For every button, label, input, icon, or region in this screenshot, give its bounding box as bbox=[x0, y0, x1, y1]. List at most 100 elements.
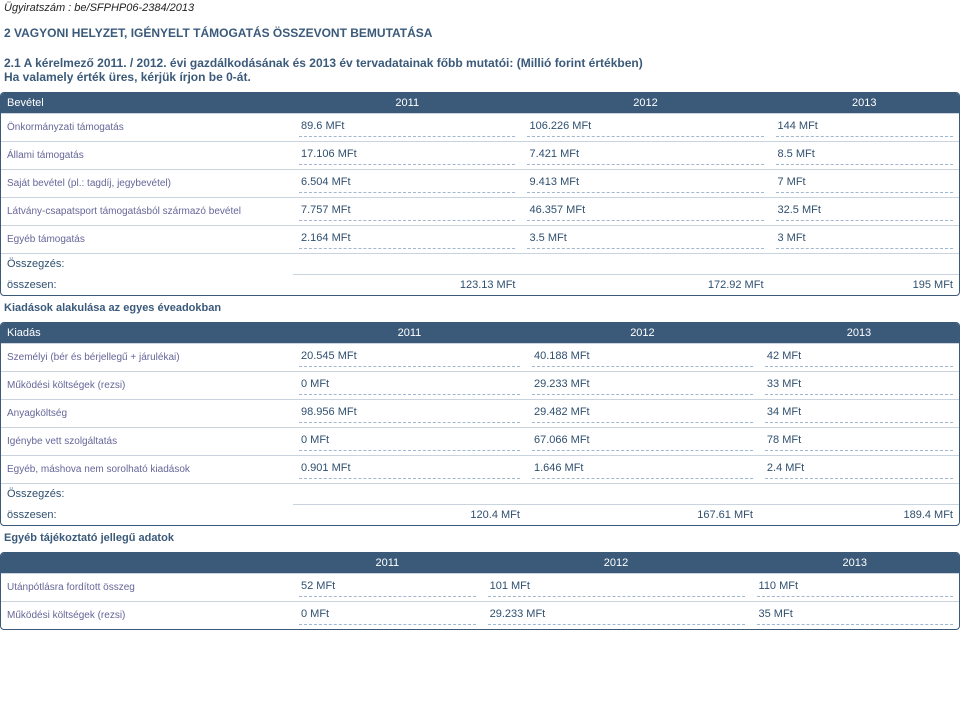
bevetel-row-label: Állami támogatás bbox=[1, 141, 293, 169]
kiadas-sum: 189.4 MFt bbox=[759, 504, 959, 525]
kiadas-value: 0 MFt bbox=[299, 376, 520, 395]
egyeb-cell: 101 MFt bbox=[482, 573, 751, 601]
bevetel-cell: 7.757 MFt bbox=[293, 197, 521, 225]
egyeb-row-label: Működési költségek (rezsi) bbox=[1, 601, 293, 629]
kiadas-row-label: Egyéb, máshova nem sorolható kiadások bbox=[1, 455, 293, 483]
kiadas-cell: 33 MFt bbox=[759, 371, 959, 399]
kiadas-sum-label1: Összegzés: bbox=[1, 483, 959, 504]
egyeb-value: 29.233 MFt bbox=[488, 606, 745, 625]
kiadas-cell: 78 MFt bbox=[759, 427, 959, 455]
bevetel-row-label: Saját bevétel (pl.: tagdíj, jegybevétel) bbox=[1, 169, 293, 197]
subtitle: 2.1 A kérelmező 2011. / 2012. évi gazdál… bbox=[0, 52, 960, 70]
kiadas-value: 0.901 MFt bbox=[299, 460, 520, 479]
kiadas-cell: 29.233 MFt bbox=[526, 371, 759, 399]
bevetel-value: 144 MFt bbox=[776, 118, 954, 137]
kiadas-cell: 20.545 MFt bbox=[293, 343, 526, 371]
egyeb-cell: 29.233 MFt bbox=[482, 601, 751, 629]
egyeb-cell: 110 MFt bbox=[751, 573, 959, 601]
kiadas-header: Kiadás bbox=[1, 323, 293, 343]
bevetel-value: 32.5 MFt bbox=[776, 202, 954, 221]
egyeb-cell: 35 MFt bbox=[751, 601, 959, 629]
egyeb-table: 2011 2012 2013 Utánpótlásra fordított ös… bbox=[0, 552, 960, 630]
egyeb-cell: 52 MFt bbox=[293, 573, 482, 601]
year-2011: 2011 bbox=[293, 93, 521, 113]
kiadas-table: Kiadás 2011 2012 2013 Személyi (bér és b… bbox=[0, 322, 960, 526]
kiadas-sum: 167.61 MFt bbox=[526, 504, 759, 525]
kiadas-value: 33 MFt bbox=[765, 376, 953, 395]
kiadas-cell: 40.188 MFt bbox=[526, 343, 759, 371]
bevetel-value: 106.226 MFt bbox=[527, 118, 763, 137]
bevetel-value: 46.357 MFt bbox=[527, 202, 763, 221]
kiadas-cell: 34 MFt bbox=[759, 399, 959, 427]
year-2011: 2011 bbox=[293, 323, 526, 343]
bevetel-row-label: Önkormányzati támogatás bbox=[1, 113, 293, 141]
bevetel-cell: 8.5 MFt bbox=[770, 141, 960, 169]
kiadas-cell: 2.4 MFt bbox=[759, 455, 959, 483]
kiadas-sum-label2: összesen: bbox=[1, 504, 293, 525]
bevetel-cell: 9.413 MFt bbox=[521, 169, 769, 197]
bevetel-cell: 32.5 MFt bbox=[770, 197, 960, 225]
kiadas-row-label: Anyagköltség bbox=[1, 399, 293, 427]
year-2013: 2013 bbox=[770, 93, 960, 113]
bevetel-table: Bevétel 2011 2012 2013 Önkormányzati tám… bbox=[0, 92, 960, 296]
doc-number: Ügyiratszám : be/SFPHP06-2384/2013 bbox=[0, 0, 960, 16]
egyeb-value: 52 MFt bbox=[299, 578, 476, 597]
bevetel-value: 9.413 MFt bbox=[527, 174, 763, 193]
kiadas-value: 34 MFt bbox=[765, 404, 953, 423]
bevetel-sum-label2: összesen: bbox=[1, 274, 293, 295]
kiadas-value: 40.188 MFt bbox=[532, 348, 753, 367]
kiadas-row-label: Igénybe vett szolgáltatás bbox=[1, 427, 293, 455]
year-2011: 2011 bbox=[293, 553, 482, 573]
kiadas-cell: 0 MFt bbox=[293, 371, 526, 399]
bevetel-cell: 7 MFt bbox=[770, 169, 960, 197]
egyeb-cell: 0 MFt bbox=[293, 601, 482, 629]
bevetel-row-label: Egyéb támogatás bbox=[1, 225, 293, 253]
bevetel-cell: 3.5 MFt bbox=[521, 225, 769, 253]
kiadas-value: 20.545 MFt bbox=[299, 348, 520, 367]
bevetel-sum: 195 MFt bbox=[770, 274, 960, 295]
kiadas-value: 29.482 MFt bbox=[532, 404, 753, 423]
bevetel-cell: 2.164 MFt bbox=[293, 225, 521, 253]
bevetel-value: 6.504 MFt bbox=[299, 174, 515, 193]
sub-desc: Ha valamely érték üres, kérjük írjon be … bbox=[0, 70, 960, 92]
year-2012: 2012 bbox=[526, 323, 759, 343]
bevetel-sum-label1: Összegzés: bbox=[1, 253, 959, 274]
bevetel-sum: 123.13 MFt bbox=[293, 274, 521, 295]
kiadas-value: 29.233 MFt bbox=[532, 376, 753, 395]
kiadas-cell: 42 MFt bbox=[759, 343, 959, 371]
bevetel-cell: 7.421 MFt bbox=[521, 141, 769, 169]
bevetel-cell: 17.106 MFt bbox=[293, 141, 521, 169]
kiadas-value: 67.066 MFt bbox=[532, 432, 753, 451]
kiadas-cell: 0 MFt bbox=[293, 427, 526, 455]
kiadas-sum: 120.4 MFt bbox=[293, 504, 526, 525]
kiadas-cell: 0.901 MFt bbox=[293, 455, 526, 483]
bevetel-value: 8.5 MFt bbox=[776, 146, 954, 165]
kiadas-cell: 67.066 MFt bbox=[526, 427, 759, 455]
bevetel-header: Bevétel bbox=[1, 93, 293, 113]
bevetel-cell: 46.357 MFt bbox=[521, 197, 769, 225]
kiadas-row-label: Működési költségek (rezsi) bbox=[1, 371, 293, 399]
kiadas-cell: 1.646 MFt bbox=[526, 455, 759, 483]
year-2013: 2013 bbox=[751, 553, 959, 573]
bevetel-value: 17.106 MFt bbox=[299, 146, 515, 165]
year-2012: 2012 bbox=[482, 553, 751, 573]
bevetel-value: 3.5 MFt bbox=[527, 230, 763, 249]
kiadas-cell: 98.956 MFt bbox=[293, 399, 526, 427]
bevetel-value: 3 MFt bbox=[776, 230, 954, 249]
bevetel-value: 89.6 MFt bbox=[299, 118, 515, 137]
bevetel-value: 7 MFt bbox=[776, 174, 954, 193]
bevetel-cell: 106.226 MFt bbox=[521, 113, 769, 141]
bevetel-cell: 89.6 MFt bbox=[293, 113, 521, 141]
year-2013: 2013 bbox=[759, 323, 959, 343]
kiadas-cell: 29.482 MFt bbox=[526, 399, 759, 427]
bevetel-cell: 3 MFt bbox=[770, 225, 960, 253]
kiadas-value: 1.646 MFt bbox=[532, 460, 753, 479]
egyeb-value: 101 MFt bbox=[488, 578, 745, 597]
kiadas-value: 78 MFt bbox=[765, 432, 953, 451]
kiadas-section-title: Kiadások alakulása az egyes éveadokban bbox=[0, 296, 960, 322]
kiadas-value: 0 MFt bbox=[299, 432, 520, 451]
bevetel-row-label: Látvány-csapatsport támogatásból származ… bbox=[1, 197, 293, 225]
kiadas-row-label: Személyi (bér és bérjellegű + járulékai) bbox=[1, 343, 293, 371]
main-title: 2 VAGYONI HELYZET, IGÉNYELT TÁMOGATÁS ÖS… bbox=[0, 16, 960, 52]
egyeb-value: 110 MFt bbox=[757, 578, 953, 597]
